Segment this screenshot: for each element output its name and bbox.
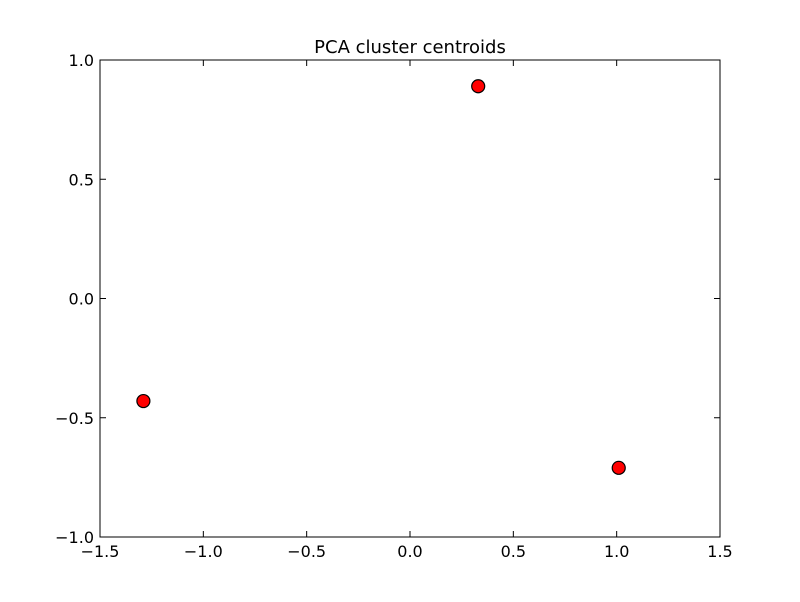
y-tick-label: 0.0 xyxy=(69,290,94,309)
data-point xyxy=(136,393,151,409)
y-tick-label: 0.5 xyxy=(69,170,94,189)
x-tick-label: −1.0 xyxy=(184,542,223,561)
x-tick-label: −0.5 xyxy=(287,542,326,561)
x-tick-label: −1.5 xyxy=(81,542,120,561)
y-tick-label: −0.5 xyxy=(55,409,94,428)
points-layer xyxy=(136,79,626,475)
y-tick-label: −1.0 xyxy=(55,528,94,547)
x-tick-label: 1.5 xyxy=(707,542,732,561)
y-tick-label: 1.0 xyxy=(69,51,94,70)
chart-title: PCA cluster centroids xyxy=(314,37,506,58)
plot-frame xyxy=(99,59,721,538)
x-tick-label: 1.0 xyxy=(604,542,629,561)
data-point xyxy=(471,79,486,94)
x-tick-label: 0.0 xyxy=(397,542,422,561)
x-tick-label: 0.5 xyxy=(501,542,526,561)
data-point xyxy=(611,460,626,475)
